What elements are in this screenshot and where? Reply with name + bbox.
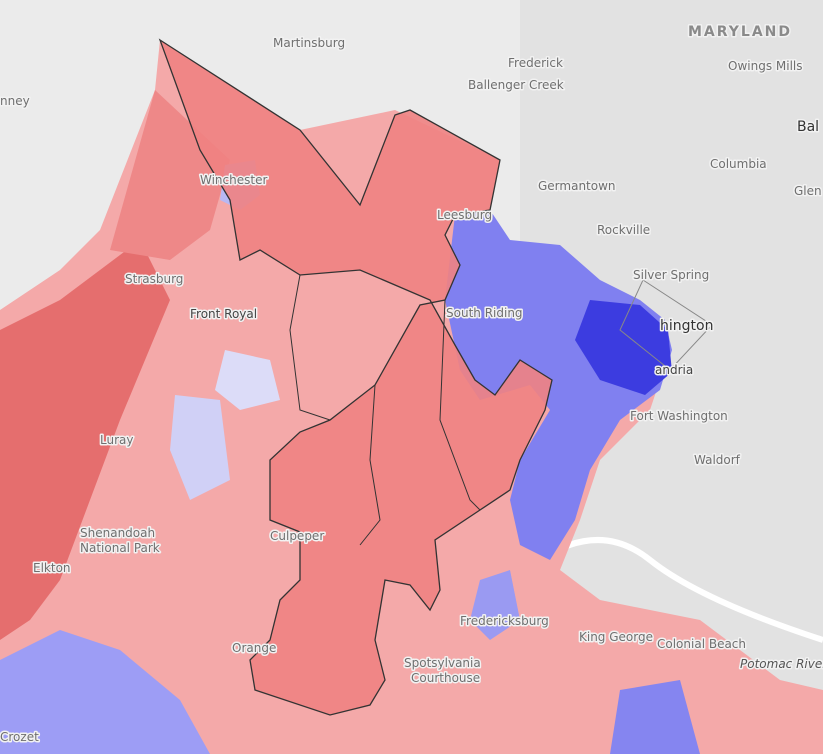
- place-label: hington: [660, 318, 713, 334]
- place-label: Orange: [232, 641, 276, 655]
- place-label: Fredericksburg: [460, 614, 549, 628]
- place-label: Shenandoah: [80, 526, 155, 540]
- place-label: Elkton: [33, 561, 71, 575]
- precinct-region: [0, 240, 170, 640]
- place-label: Luray: [100, 433, 133, 447]
- precinct-region: [170, 395, 230, 500]
- district-boundary: [289, 274, 331, 421]
- place-label: Winchester: [200, 173, 267, 187]
- river: [538, 537, 823, 643]
- place-label: Colonial Beach: [657, 637, 746, 651]
- place-label: Ballenger Creek: [468, 78, 564, 92]
- place-label: Spotsylvania: [404, 656, 481, 670]
- place-label: National Park: [80, 541, 160, 555]
- place-label: andria: [655, 363, 693, 377]
- place-label: Bal: [797, 119, 819, 135]
- place-label: Glen: [794, 184, 822, 198]
- place-label: MARYLAND: [688, 24, 792, 40]
- place-label: Rockville: [597, 223, 650, 237]
- place-label: King George: [579, 630, 653, 644]
- place-label: Frederick: [508, 56, 563, 70]
- place-label: Owings Mills: [728, 59, 803, 73]
- place-label: Silver Spring: [633, 268, 709, 282]
- place-label: Fort Washington: [630, 409, 728, 423]
- place-label: Courthouse: [411, 671, 480, 685]
- place-label: Culpeper: [270, 529, 324, 543]
- district-outline: [158, 38, 553, 716]
- precinct-region: [0, 630, 210, 754]
- place-label: Strasburg: [125, 272, 183, 286]
- precinct-region: [610, 680, 700, 754]
- place-label: Columbia: [710, 157, 767, 171]
- place-label: Front Royal: [190, 307, 257, 321]
- place-label: Waldorf: [694, 453, 741, 467]
- precinct-region: [575, 300, 672, 395]
- place-label: Leesburg: [437, 208, 492, 222]
- place-label: Potomac River: [740, 657, 823, 671]
- place-label: Crozet: [0, 730, 39, 744]
- place-label: nney: [0, 94, 30, 108]
- precinct-region: [445, 210, 672, 560]
- dc-boundary: [619, 279, 713, 371]
- place-label: Germantown: [538, 179, 616, 193]
- district-boundary: [439, 299, 481, 511]
- precinct-region: [470, 570, 520, 640]
- place-label: South Riding: [446, 306, 523, 320]
- district-boundary: [359, 384, 381, 546]
- place-label: Martinsburg: [273, 36, 345, 50]
- precinct-region: [215, 350, 280, 410]
